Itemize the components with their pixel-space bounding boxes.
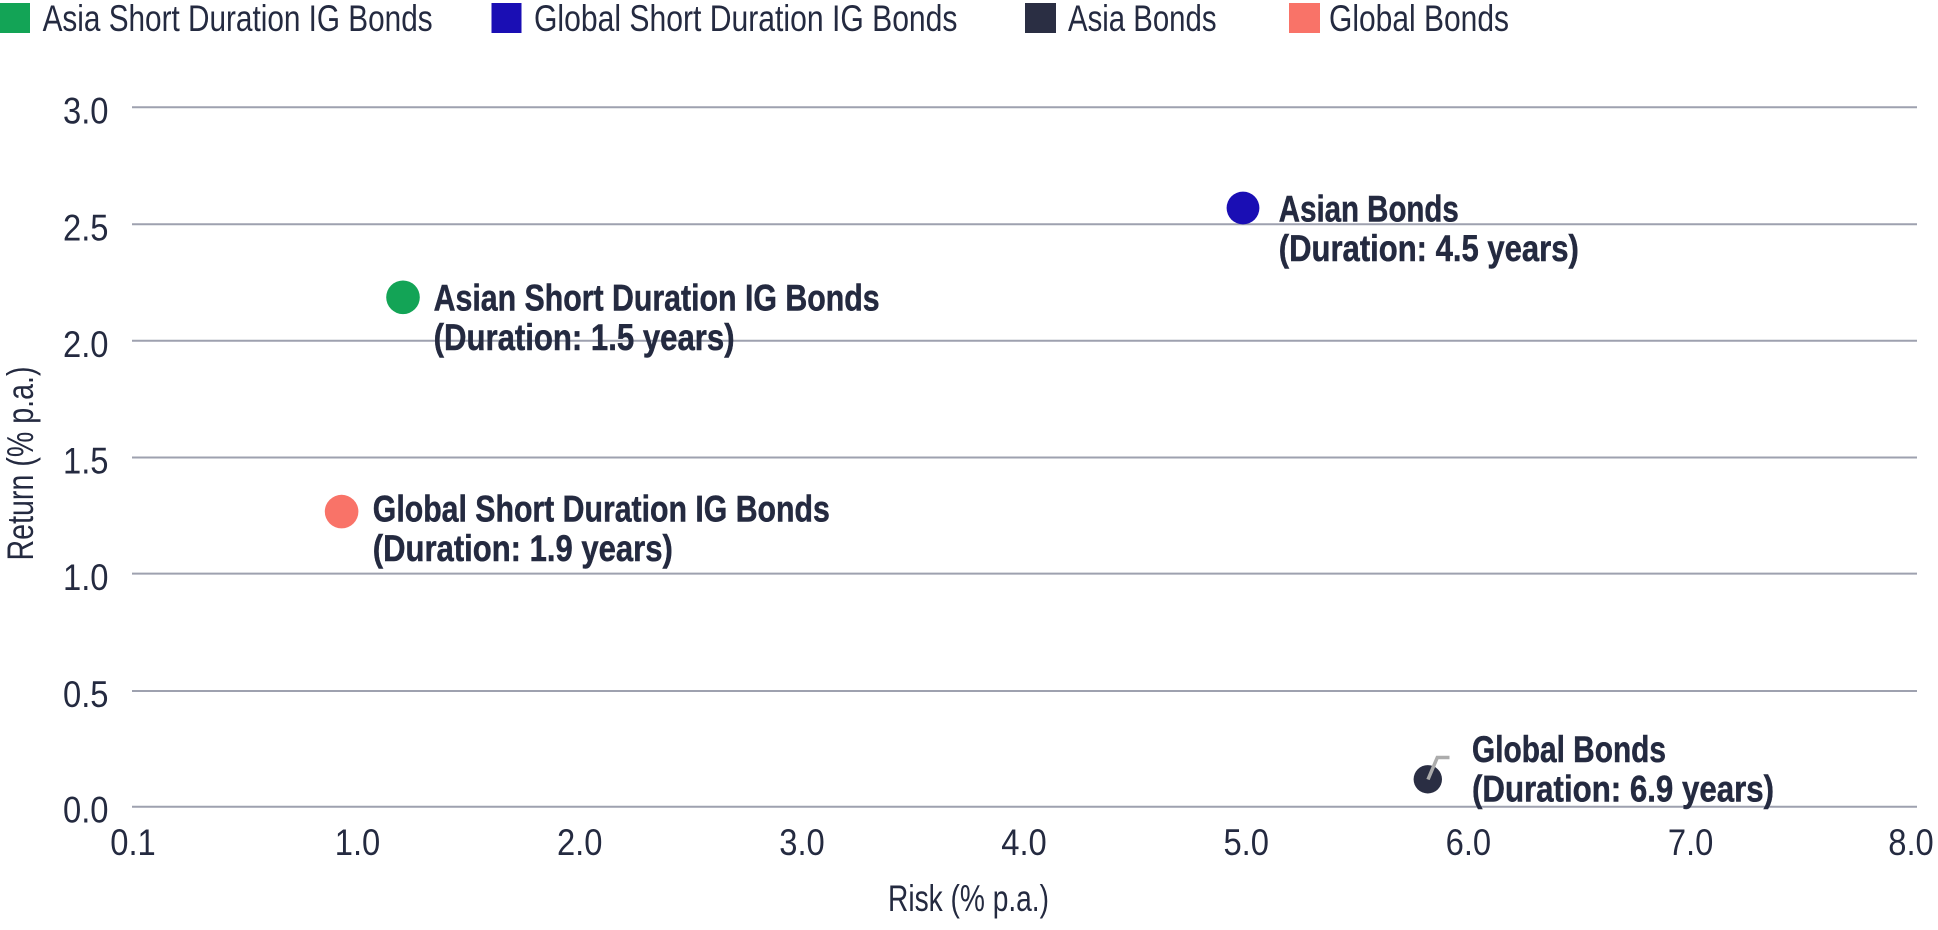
svg-text:0.0: 0.0 — [63, 790, 109, 831]
svg-text:3.0: 3.0 — [63, 91, 109, 132]
svg-text:3.0: 3.0 — [779, 822, 825, 863]
svg-text:6.0: 6.0 — [1446, 822, 1492, 863]
svg-text:2.5: 2.5 — [63, 208, 109, 249]
svg-text:2.0: 2.0 — [63, 324, 109, 365]
svg-text:(Duration: 1.9 years): (Duration: 1.9 years) — [373, 528, 673, 569]
svg-text:Asian Bonds: Asian Bonds — [1279, 189, 1459, 230]
svg-text:Risk (% p.a.): Risk (% p.a.) — [888, 878, 1049, 919]
svg-text:5.0: 5.0 — [1223, 822, 1269, 863]
svg-text:Asian Short Duration IG Bonds: Asian Short Duration IG Bonds — [434, 278, 880, 319]
svg-text:0.5: 0.5 — [63, 674, 109, 715]
svg-text:Asia Short Duration IG Bonds: Asia Short Duration IG Bonds — [43, 0, 433, 39]
svg-text:2.0: 2.0 — [557, 822, 603, 863]
svg-text:Asia Bonds: Asia Bonds — [1068, 0, 1217, 39]
svg-text:Global Bonds: Global Bonds — [1329, 0, 1509, 39]
svg-text:(Duration: 6.9 years): (Duration: 6.9 years) — [1472, 768, 1774, 809]
svg-text:(Duration: 1.5 years): (Duration: 1.5 years) — [434, 317, 735, 358]
svg-text:Return (% p.a.): Return (% p.a.) — [0, 367, 41, 561]
svg-text:1.5: 1.5 — [63, 441, 109, 482]
svg-text:8.0: 8.0 — [1888, 822, 1934, 863]
svg-text:(Duration: 4.5 years): (Duration: 4.5 years) — [1279, 228, 1579, 269]
svg-text:Global Short Duration IG Bonds: Global Short Duration IG Bonds — [534, 0, 958, 39]
svg-text:0.1: 0.1 — [110, 822, 156, 863]
svg-text:Global Bonds: Global Bonds — [1472, 729, 1666, 770]
svg-text:Global Short Duration IG Bonds: Global Short Duration IG Bonds — [373, 489, 830, 530]
svg-text:7.0: 7.0 — [1668, 822, 1714, 863]
svg-text:1.0: 1.0 — [335, 822, 381, 863]
svg-text:4.0: 4.0 — [1001, 822, 1047, 863]
svg-text:1.0: 1.0 — [63, 557, 109, 598]
